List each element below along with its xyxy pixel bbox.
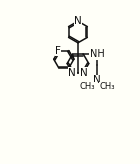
Text: N: N xyxy=(74,16,82,26)
Text: N: N xyxy=(94,75,101,85)
Text: N: N xyxy=(68,68,76,78)
Text: CH₃: CH₃ xyxy=(80,82,95,91)
Text: N: N xyxy=(80,68,88,78)
Text: CH₃: CH₃ xyxy=(100,82,115,91)
Text: F: F xyxy=(55,46,61,56)
Text: NH: NH xyxy=(90,49,105,59)
